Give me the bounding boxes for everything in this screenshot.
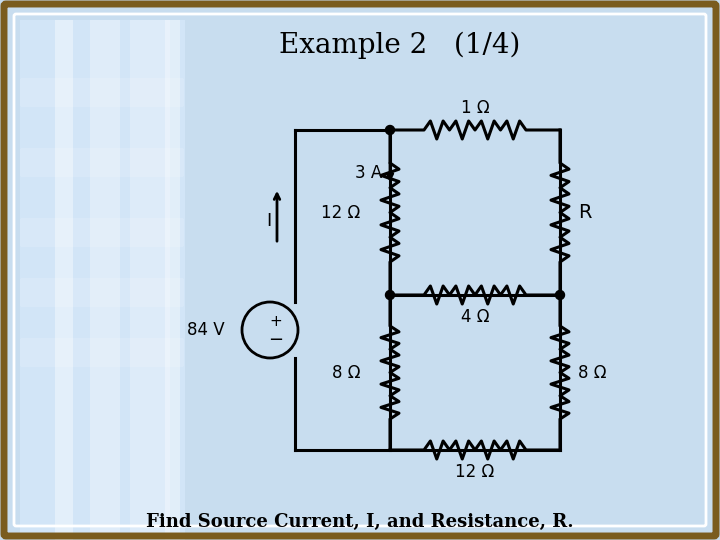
FancyBboxPatch shape xyxy=(20,148,184,177)
Text: 4 Ω: 4 Ω xyxy=(461,308,490,326)
Text: Find Source Current, I, and Resistance, R.: Find Source Current, I, and Resistance, … xyxy=(146,513,574,531)
Circle shape xyxy=(385,291,395,300)
Text: +: + xyxy=(269,314,282,328)
Text: 8 Ω: 8 Ω xyxy=(578,363,606,381)
Bar xyxy=(165,20,180,540)
Circle shape xyxy=(385,125,395,134)
Text: I: I xyxy=(266,212,271,230)
FancyBboxPatch shape xyxy=(20,78,184,107)
Text: 3 A: 3 A xyxy=(355,164,382,181)
Polygon shape xyxy=(20,20,185,540)
Text: R: R xyxy=(578,203,592,222)
Circle shape xyxy=(556,291,564,300)
Text: Example 2   (1/4): Example 2 (1/4) xyxy=(279,31,521,59)
Bar xyxy=(55,20,73,540)
Text: 8 Ω: 8 Ω xyxy=(331,363,360,381)
FancyBboxPatch shape xyxy=(20,338,184,367)
Text: −: − xyxy=(269,331,284,349)
Text: 12 Ω: 12 Ω xyxy=(320,204,360,221)
FancyBboxPatch shape xyxy=(20,278,184,307)
Bar xyxy=(90,20,120,540)
Text: 12 Ω: 12 Ω xyxy=(455,463,495,481)
Bar xyxy=(130,20,170,540)
Text: 1 Ω: 1 Ω xyxy=(461,99,490,117)
FancyBboxPatch shape xyxy=(20,218,184,247)
Text: 84 V: 84 V xyxy=(187,321,225,339)
